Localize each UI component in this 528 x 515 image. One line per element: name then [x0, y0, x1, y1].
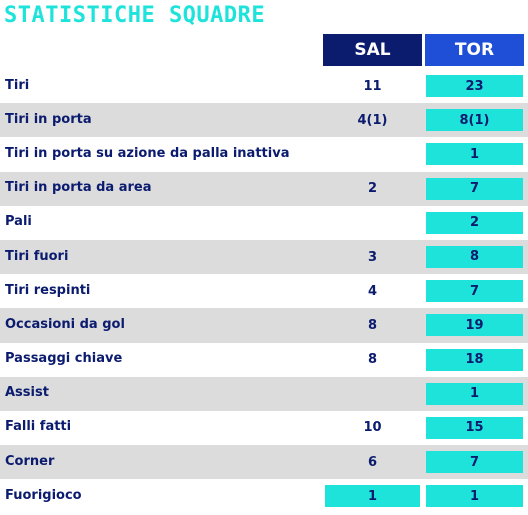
stat-row-falli-fatti: Falli fatti 10 15	[0, 411, 528, 445]
home-value: 11	[363, 78, 382, 94]
stat-row-assist: Assist 1	[0, 376, 528, 411]
away-value-highlight: 18	[426, 348, 523, 371]
home-value: 4	[367, 283, 378, 299]
home-value: 10	[363, 420, 382, 436]
home-value: 8	[367, 352, 378, 368]
stat-row-tiri-respinti: Tiri respinti 4 7	[0, 274, 528, 308]
away-value-highlight: 15	[426, 416, 523, 439]
stat-row-tiri: Tiri 11 23	[0, 69, 528, 103]
stat-label: Tiri in porta da area	[5, 180, 152, 196]
away-value-highlight: 7	[426, 177, 523, 200]
stat-label: Fuorigioco	[5, 487, 82, 503]
stat-row-tiri-in-porta: Tiri in porta 4(1) 8(1)	[0, 103, 528, 138]
away-value-highlight: 7	[426, 451, 523, 474]
away-value-highlight: 8	[426, 245, 523, 268]
stat-row-tiri-in-porta-da-area: Tiri in porta da area 2 7	[0, 171, 528, 206]
stat-label: Pali	[5, 214, 32, 230]
stat-label: Tiri	[5, 77, 30, 93]
page-title: STATISTICHE SQUADRE	[4, 3, 266, 28]
stat-row-tiri-in-porta-palla-inattiva: Tiri in porta su azione da palla inattiv…	[0, 137, 528, 171]
away-value-highlight: 1	[426, 485, 523, 508]
stat-label: Passaggi chiave	[5, 351, 123, 367]
stat-label: Tiri in porta	[5, 111, 92, 127]
stat-row-corner: Corner 6 7	[0, 445, 528, 480]
home-value	[323, 206, 422, 240]
home-team-header: SAL	[323, 34, 422, 66]
stat-label: Tiri fuori	[5, 248, 69, 264]
home-value: 2	[367, 181, 378, 197]
home-value-highlight: 1	[325, 485, 420, 508]
home-value: 3	[367, 249, 378, 265]
stat-row-pali: Pali 2	[0, 206, 528, 240]
stat-label: Occasioni da gol	[5, 316, 125, 332]
stats-table: Tiri 11 23 Tiri in porta 4(1) 8(1) Tiri …	[0, 69, 528, 513]
away-value-highlight: 19	[426, 314, 523, 337]
stat-label: Assist	[5, 385, 49, 401]
stat-row-occasioni-da-gol: Occasioni da gol 8 19	[0, 308, 528, 343]
home-value	[323, 137, 422, 171]
away-team-header: TOR	[425, 34, 524, 66]
home-value: 6	[367, 454, 378, 470]
away-value-highlight: 1	[426, 143, 523, 166]
home-value	[323, 377, 422, 411]
stat-label: Falli fatti	[5, 419, 72, 435]
away-value-highlight: 1	[426, 382, 523, 405]
home-value: 8	[367, 317, 378, 333]
stat-row-tiri-fuori: Tiri fuori 3 8	[0, 239, 528, 275]
home-value: 4(1)	[357, 112, 388, 128]
away-value-highlight: 2	[426, 211, 523, 234]
stat-label: Tiri respinti	[5, 282, 91, 298]
stat-row-passaggi-chiave: Passaggi chiave 8 18	[0, 343, 528, 377]
stat-label: Corner	[5, 453, 55, 469]
away-value-highlight: 23	[426, 75, 523, 97]
away-value-highlight: 8(1)	[426, 109, 523, 132]
away-value-highlight: 7	[426, 280, 523, 303]
stat-label: Tiri in porta su azione da palla inattiv…	[5, 145, 290, 161]
stat-row-fuorigioco: Fuorigioco 1 1	[0, 479, 528, 513]
